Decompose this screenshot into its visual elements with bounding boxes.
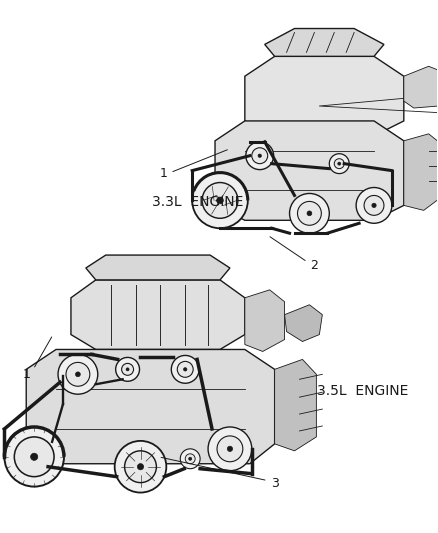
Circle shape: [189, 457, 192, 461]
Circle shape: [33, 455, 35, 458]
Circle shape: [364, 196, 384, 215]
Circle shape: [116, 358, 140, 381]
Text: 3.3L  ENGINE: 3.3L ENGINE: [152, 196, 244, 209]
Circle shape: [372, 203, 376, 207]
Circle shape: [217, 197, 223, 204]
Circle shape: [184, 368, 187, 371]
Circle shape: [338, 162, 341, 165]
Circle shape: [126, 368, 129, 371]
Text: 1: 1: [159, 167, 167, 180]
Text: 1: 1: [22, 368, 30, 381]
Polygon shape: [285, 305, 322, 342]
Polygon shape: [26, 350, 275, 464]
Circle shape: [290, 193, 329, 233]
Circle shape: [202, 182, 238, 219]
Circle shape: [356, 188, 392, 223]
Circle shape: [258, 154, 261, 157]
Circle shape: [185, 454, 195, 464]
Circle shape: [329, 154, 349, 174]
Circle shape: [208, 427, 252, 471]
Text: 3: 3: [271, 477, 279, 490]
Circle shape: [58, 354, 98, 394]
Polygon shape: [275, 359, 316, 451]
Circle shape: [171, 356, 199, 383]
Text: 3.5L  ENGINE: 3.5L ENGINE: [318, 384, 409, 398]
Circle shape: [307, 211, 312, 216]
Polygon shape: [245, 290, 285, 351]
Text: 2: 2: [311, 259, 318, 271]
Circle shape: [227, 446, 233, 451]
Circle shape: [180, 449, 200, 469]
Circle shape: [4, 427, 64, 487]
Circle shape: [66, 362, 90, 386]
Circle shape: [177, 361, 193, 377]
Polygon shape: [215, 121, 404, 220]
Circle shape: [31, 453, 38, 461]
Circle shape: [192, 173, 248, 228]
Circle shape: [22, 445, 46, 469]
Polygon shape: [404, 66, 438, 108]
Circle shape: [14, 437, 54, 477]
Circle shape: [334, 159, 344, 168]
Circle shape: [246, 142, 274, 169]
Circle shape: [124, 451, 156, 482]
Circle shape: [122, 364, 134, 375]
Circle shape: [115, 441, 166, 492]
Circle shape: [138, 464, 144, 470]
Polygon shape: [71, 280, 245, 350]
Polygon shape: [404, 134, 438, 211]
Circle shape: [217, 436, 243, 462]
Circle shape: [252, 148, 268, 164]
Polygon shape: [86, 255, 230, 280]
Polygon shape: [245, 56, 404, 136]
Circle shape: [297, 201, 321, 225]
Polygon shape: [265, 29, 384, 56]
Circle shape: [75, 372, 80, 377]
